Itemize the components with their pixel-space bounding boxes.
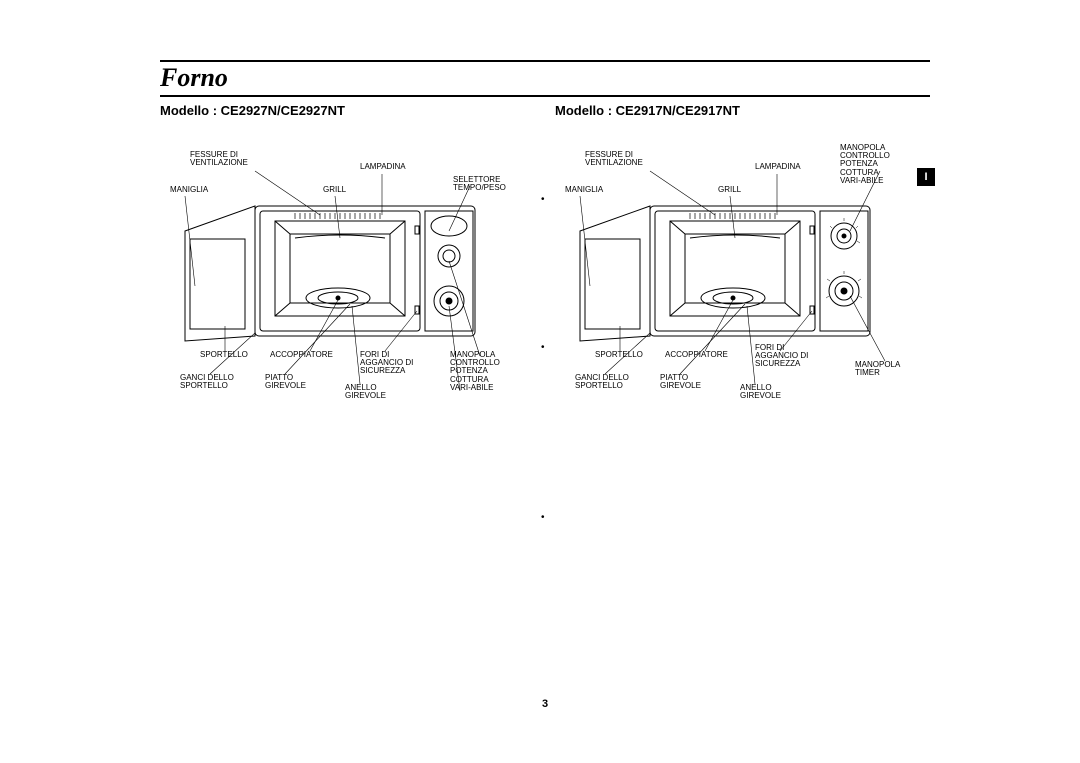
label-sportello: SPORTELLO xyxy=(200,351,248,359)
label-piatto: PIATTO GIREVOLE xyxy=(265,374,306,391)
label-piatto: PIATTO GIREVOLE xyxy=(660,374,701,391)
bullet-icon: • xyxy=(541,512,545,523)
rule-top xyxy=(160,60,930,62)
label-ganci: GANCI DELLO SPORTELLO xyxy=(575,374,629,391)
label-selettore: SELETTORE TEMPO/PESO xyxy=(453,176,506,193)
label-lampadina: LAMPADINA xyxy=(755,163,801,171)
label-fessure: FESSURE DI VENTILAZIONE xyxy=(190,151,248,168)
label-accoppiatore: ACCOPPIATORE xyxy=(270,351,333,359)
diagram-left: FESSURE DI VENTILAZIONE MANIGLIA GRILL L… xyxy=(160,126,535,426)
page: Forno I Modello : CE2927N/CE2927NT xyxy=(160,60,930,710)
label-anello: ANELLO GIREVOLE xyxy=(345,384,386,401)
bullet-icon: • xyxy=(541,194,545,205)
label-anello: ANELLO GIREVOLE xyxy=(740,384,781,401)
label-grill: GRILL xyxy=(323,186,346,194)
left-column: Modello : CE2927N/CE2927NT xyxy=(160,103,535,443)
diagram-right: FESSURE DI VENTILAZIONE MANIGLIA GRILL L… xyxy=(555,126,930,426)
label-maniglia: MANIGLIA xyxy=(565,186,603,194)
page-title: Forno xyxy=(160,64,930,93)
rule-bot xyxy=(160,95,930,97)
label-manopola-timer: MANOPOLA TIMER xyxy=(855,361,900,378)
label-lampadina: LAMPADINA xyxy=(360,163,406,171)
model-label-left: Modello : CE2927N/CE2927NT xyxy=(160,103,535,118)
label-maniglia: MANIGLIA xyxy=(170,186,208,194)
label-grill: GRILL xyxy=(718,186,741,194)
columns: Modello : CE2927N/CE2927NT xyxy=(160,103,930,443)
label-manopola: MANOPOLA CONTROLLO POTENZA COTTURA VARI-… xyxy=(450,351,500,393)
model-label-right: Modello : CE2917N/CE2917NT xyxy=(555,103,930,118)
label-fori: FORI DI AGGANCIO DI SICUREZZA xyxy=(360,351,413,376)
page-number: 3 xyxy=(542,698,548,710)
label-accoppiatore: ACCOPPIATORE xyxy=(665,351,728,359)
label-ganci: GANCI DELLO SPORTELLO xyxy=(180,374,234,391)
label-fori: FORI DI AGGANCIO DI SICUREZZA xyxy=(755,344,808,369)
label-fessure: FESSURE DI VENTILAZIONE xyxy=(585,151,643,168)
bullet-icon: • xyxy=(541,342,545,353)
label-sportello: SPORTELLO xyxy=(595,351,643,359)
label-manopola-top: MANOPOLA CONTROLLO POTENZA COTTURA VARI-… xyxy=(840,144,890,186)
right-column: Modello : CE2917N/CE2917NT xyxy=(555,103,930,443)
